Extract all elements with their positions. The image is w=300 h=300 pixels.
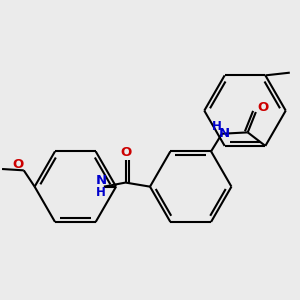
Text: O: O xyxy=(120,146,131,159)
Text: N: N xyxy=(96,174,107,187)
Text: H: H xyxy=(96,186,106,199)
Text: O: O xyxy=(257,101,268,114)
Text: H: H xyxy=(212,120,221,133)
Text: N: N xyxy=(219,127,230,140)
Text: O: O xyxy=(13,158,24,171)
